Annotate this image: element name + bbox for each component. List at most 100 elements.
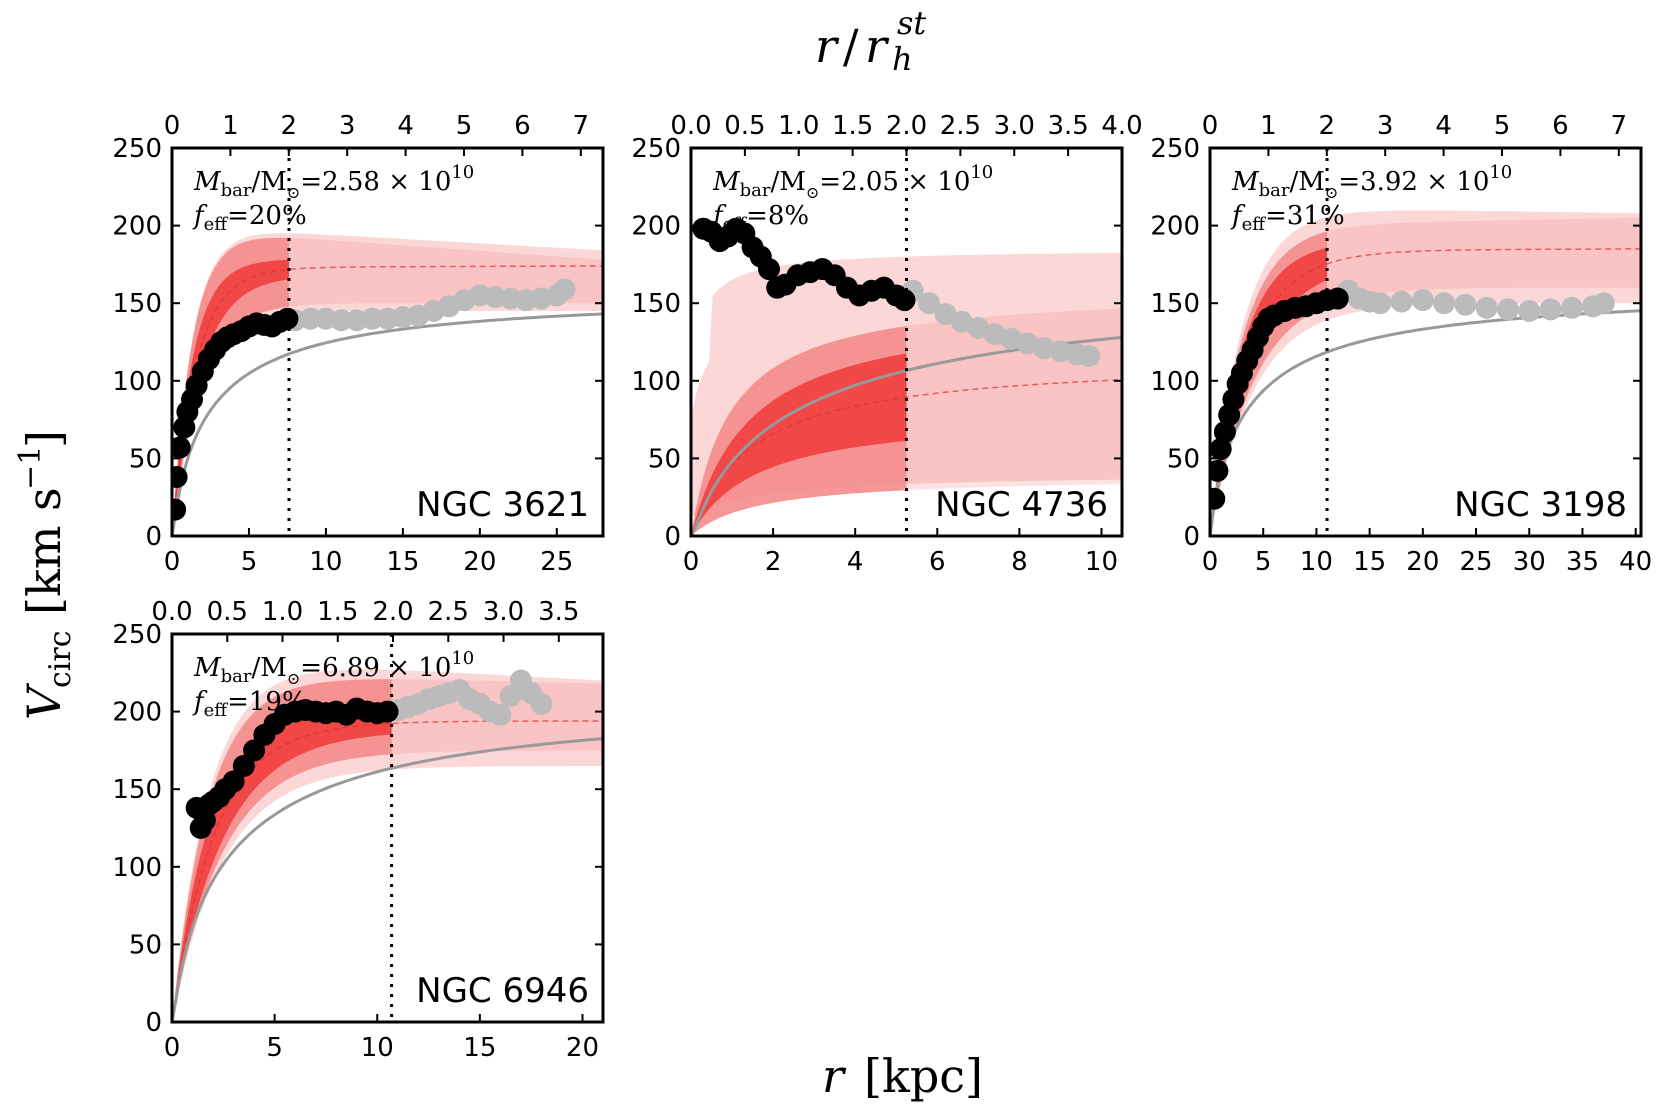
outer-data-point — [1539, 298, 1562, 321]
x-tick-label: 10 — [361, 1033, 394, 1063]
top-x-tick-label: 0 — [164, 111, 181, 141]
feff-annotation: feff=19% — [192, 687, 307, 721]
top-x-tick-label: 2.5 — [428, 597, 469, 627]
inner-data-point — [893, 289, 916, 312]
y-axis-label: V circ [km s −1 ] — [13, 430, 78, 720]
outer-data-point — [1475, 296, 1498, 319]
y-label-unit-open: [km s — [17, 487, 71, 615]
x-tick-label: 4 — [847, 547, 864, 577]
mass-sun: ⊙ — [287, 669, 300, 688]
mass-sub: bar — [1259, 180, 1290, 201]
top-x-tick-label: 0.0 — [670, 111, 711, 141]
top-x-tick-label: 2.5 — [940, 111, 981, 141]
mass-sun: ⊙ — [806, 183, 819, 202]
x-tick-label: 15 — [463, 1033, 496, 1063]
plot-area — [172, 669, 603, 1022]
band-outer — [172, 233, 603, 536]
x-tick-label: 40 — [1619, 547, 1652, 577]
band-inner — [691, 353, 907, 536]
mass-rest: /M — [251, 653, 286, 683]
top-label-r2: r — [865, 19, 890, 73]
y-tick-label: 150 — [631, 289, 681, 319]
y-tick-label: 250 — [112, 620, 162, 650]
panel-frame — [1208, 146, 1643, 538]
y-tick-label: 50 — [129, 930, 162, 960]
feff-value: =20% — [227, 201, 307, 231]
y-tick-label: 150 — [112, 775, 162, 805]
mass-exp: 10 — [970, 162, 993, 183]
mass-sub: bar — [221, 666, 252, 687]
inner-data-point — [757, 258, 780, 281]
top-label-r: r — [815, 19, 840, 73]
top-x-tick-label: 6 — [1552, 111, 1569, 141]
outer-data-point — [1496, 298, 1519, 321]
outer-data-point — [361, 307, 384, 330]
mass-sub: bar — [221, 180, 252, 201]
top-label-slash: / — [843, 19, 859, 73]
outer-data-point — [1433, 292, 1456, 315]
inner-data-point — [1326, 287, 1349, 310]
plot-area — [691, 217, 1122, 536]
inner-data-point — [1210, 438, 1232, 461]
band-mid-outer-continuation — [172, 679, 603, 1022]
top-x-tick-label: 0 — [1202, 111, 1219, 141]
outer-data-point — [1560, 296, 1583, 319]
x-tick-label: 20 — [463, 547, 496, 577]
inner-data-point — [1213, 421, 1236, 444]
outer-data-point — [1369, 292, 1392, 315]
outer-data-point — [299, 307, 322, 330]
top-x-tick-label: 1.5 — [317, 597, 358, 627]
feff-sub: eff — [204, 214, 229, 235]
y-label-sub: circ — [43, 630, 78, 688]
band-mid — [172, 679, 392, 1022]
inner-data-point — [376, 700, 399, 723]
inner-data-point — [1210, 487, 1226, 510]
top-x-tick-label: 1.5 — [832, 111, 873, 141]
x-tick-label: 5 — [241, 547, 258, 577]
top-x-tick-label: 1 — [222, 111, 239, 141]
y-tick-label: 100 — [631, 367, 681, 397]
y-tick-label: 50 — [129, 444, 162, 474]
y-tick-label: 150 — [1150, 289, 1200, 319]
top-x-tick-label: 5 — [456, 111, 473, 141]
x-tick-label: 10 — [309, 547, 342, 577]
inner-data-point — [243, 739, 266, 762]
top-x-tick-label: 6 — [514, 111, 531, 141]
top-x-tick-label: 2 — [1319, 111, 1336, 141]
mass-value: =2.05 × 10 — [819, 167, 970, 197]
top-x-tick-label: 7 — [1611, 111, 1628, 141]
outer-data-point — [1411, 289, 1434, 312]
y-tick-label: 250 — [1150, 134, 1200, 164]
x-tick-label: 20 — [566, 1033, 599, 1063]
top-x-tick-label: 0.0 — [151, 597, 192, 627]
top-x-tick-label: 3.5 — [1047, 111, 1088, 141]
outer-data-point — [499, 685, 522, 708]
top-x-tick-label: 4 — [1435, 111, 1452, 141]
inner-data-point — [222, 770, 245, 793]
outer-data-point — [1592, 292, 1615, 315]
x-tick-label: 15 — [386, 547, 419, 577]
outer-data-point — [1078, 344, 1101, 367]
mass-sub: bar — [740, 180, 771, 201]
y-tick-label: 0 — [145, 522, 162, 552]
band-mid — [172, 237, 289, 536]
y-tick-label: 0 — [664, 522, 681, 552]
mass-exp: 10 — [451, 162, 474, 183]
bottom-label-r: r — [822, 1049, 847, 1103]
mass-annotation: Mbar/M⊙=2.05 × 1010 — [712, 162, 993, 202]
galaxy-name: NGC 4736 — [935, 485, 1108, 525]
feff-sub: eff — [1242, 214, 1267, 235]
bottom-axis-label: r [kpc] — [822, 1049, 983, 1103]
feff-value: =19% — [227, 687, 307, 717]
x-tick-label: 2 — [765, 547, 782, 577]
top-x-tick-label: 3 — [1377, 111, 1394, 141]
inner-data-point — [232, 754, 255, 777]
top-x-tick-label: 7 — [573, 111, 590, 141]
y-tick-label: 200 — [1150, 212, 1200, 242]
plot-area — [1210, 210, 1641, 536]
x-tick-label: 0 — [164, 1033, 181, 1063]
y-tick-label: 0 — [1183, 522, 1200, 552]
x-tick-label: 8 — [1011, 547, 1028, 577]
top-x-tick-label: 1.0 — [778, 111, 819, 141]
